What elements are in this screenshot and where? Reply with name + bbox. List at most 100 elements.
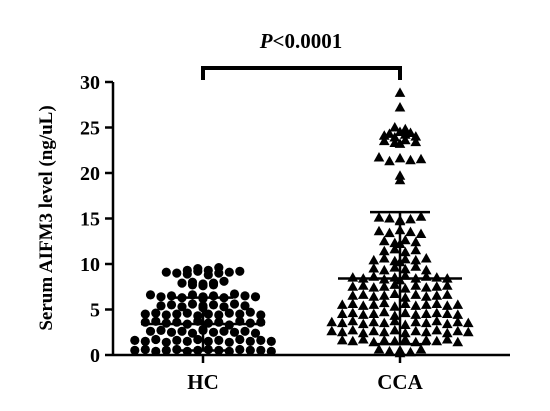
cca-point (357, 289, 369, 299)
hc-point (203, 336, 213, 346)
cca-point (410, 136, 422, 147)
data-points (130, 87, 474, 358)
cca-point (347, 281, 359, 291)
hc-point (166, 291, 177, 301)
cca-point (326, 316, 338, 327)
cca-point (405, 226, 416, 237)
cca-point (347, 315, 359, 326)
cca-point (452, 316, 464, 327)
summary-bars (141, 210, 462, 352)
cca-point (384, 345, 395, 356)
hc-point (140, 344, 150, 355)
cca-point (399, 298, 411, 308)
cca-point (368, 299, 380, 309)
cca-point (394, 87, 406, 97)
hc-point (256, 310, 266, 320)
hc-point (235, 266, 245, 276)
cca-point (399, 283, 411, 293)
hc-point (219, 276, 229, 286)
hc-point (224, 267, 234, 277)
cca-point (399, 319, 411, 329)
hc-point (198, 279, 208, 289)
x-tick-label: CCA (377, 370, 423, 394)
cca-point (452, 325, 464, 336)
hc-point (166, 300, 177, 310)
cca-point (415, 153, 427, 164)
cca-point (389, 288, 401, 298)
cca-point (410, 300, 422, 310)
cca-point (399, 334, 411, 344)
cca-point (399, 123, 411, 134)
y-tick-label: 0 (90, 345, 100, 367)
hc-point (182, 265, 192, 275)
hc-point (250, 328, 261, 338)
cca-point (389, 279, 401, 289)
cca-point (368, 316, 380, 327)
cca-point (420, 334, 432, 345)
hc-point (156, 301, 166, 311)
cca-point (347, 324, 359, 335)
cca-point (389, 122, 401, 132)
cca-point (441, 280, 453, 290)
cca-point (389, 301, 401, 311)
p-value-annotation: P<0.0001 (259, 29, 343, 53)
cca-point (336, 334, 348, 345)
hc-point (214, 263, 224, 273)
hc-point (229, 299, 240, 309)
hc-point (240, 291, 250, 301)
hc-point (177, 326, 187, 336)
cca-point (336, 317, 348, 328)
y-tick-label: 15 (80, 209, 100, 231)
cca-point (399, 253, 411, 264)
cca-point (378, 326, 390, 337)
hc-point (187, 299, 198, 309)
cca-point (420, 282, 432, 292)
hc-point (166, 327, 177, 337)
cca-point (431, 290, 443, 300)
cca-point (389, 243, 401, 254)
cca-point (347, 272, 359, 282)
cca-point (368, 282, 380, 292)
cca-point (399, 292, 411, 302)
cca-point (378, 317, 390, 328)
cca-point (368, 308, 380, 318)
hc-point (208, 327, 219, 337)
cca-point (368, 254, 380, 265)
hc-point (208, 300, 219, 310)
cca-point (462, 317, 474, 328)
hc-point (130, 345, 140, 355)
hc-point (161, 267, 171, 277)
cca-point (357, 309, 369, 319)
hc-point (250, 292, 261, 302)
hc-point (187, 277, 198, 287)
hc-point (140, 336, 150, 346)
hc-point (182, 308, 192, 318)
cca-point (405, 154, 416, 165)
x-axis: HC CCA (113, 353, 510, 394)
cca-point (357, 300, 369, 310)
hc-point (256, 345, 266, 355)
hc-point (214, 335, 224, 345)
cca-point (373, 212, 385, 222)
hc-point (187, 328, 198, 338)
cca-point (431, 335, 443, 346)
hc-point (151, 346, 161, 356)
hc-point (266, 336, 276, 346)
cca-point (410, 309, 422, 319)
hc-point (193, 311, 203, 321)
cca-point (336, 326, 348, 337)
cca-point (405, 346, 416, 357)
cca-point (415, 344, 427, 354)
cca-point (389, 272, 401, 282)
hc-point (203, 265, 213, 275)
hc-point (140, 317, 150, 327)
cca-point (378, 235, 390, 246)
cca-point (326, 325, 338, 336)
cca-point (420, 291, 432, 301)
hc-point (161, 345, 171, 355)
cca-point (410, 316, 422, 327)
cca-point (384, 213, 395, 223)
cca-point (441, 308, 453, 318)
cca-point (394, 170, 406, 180)
cca-point (399, 134, 411, 145)
